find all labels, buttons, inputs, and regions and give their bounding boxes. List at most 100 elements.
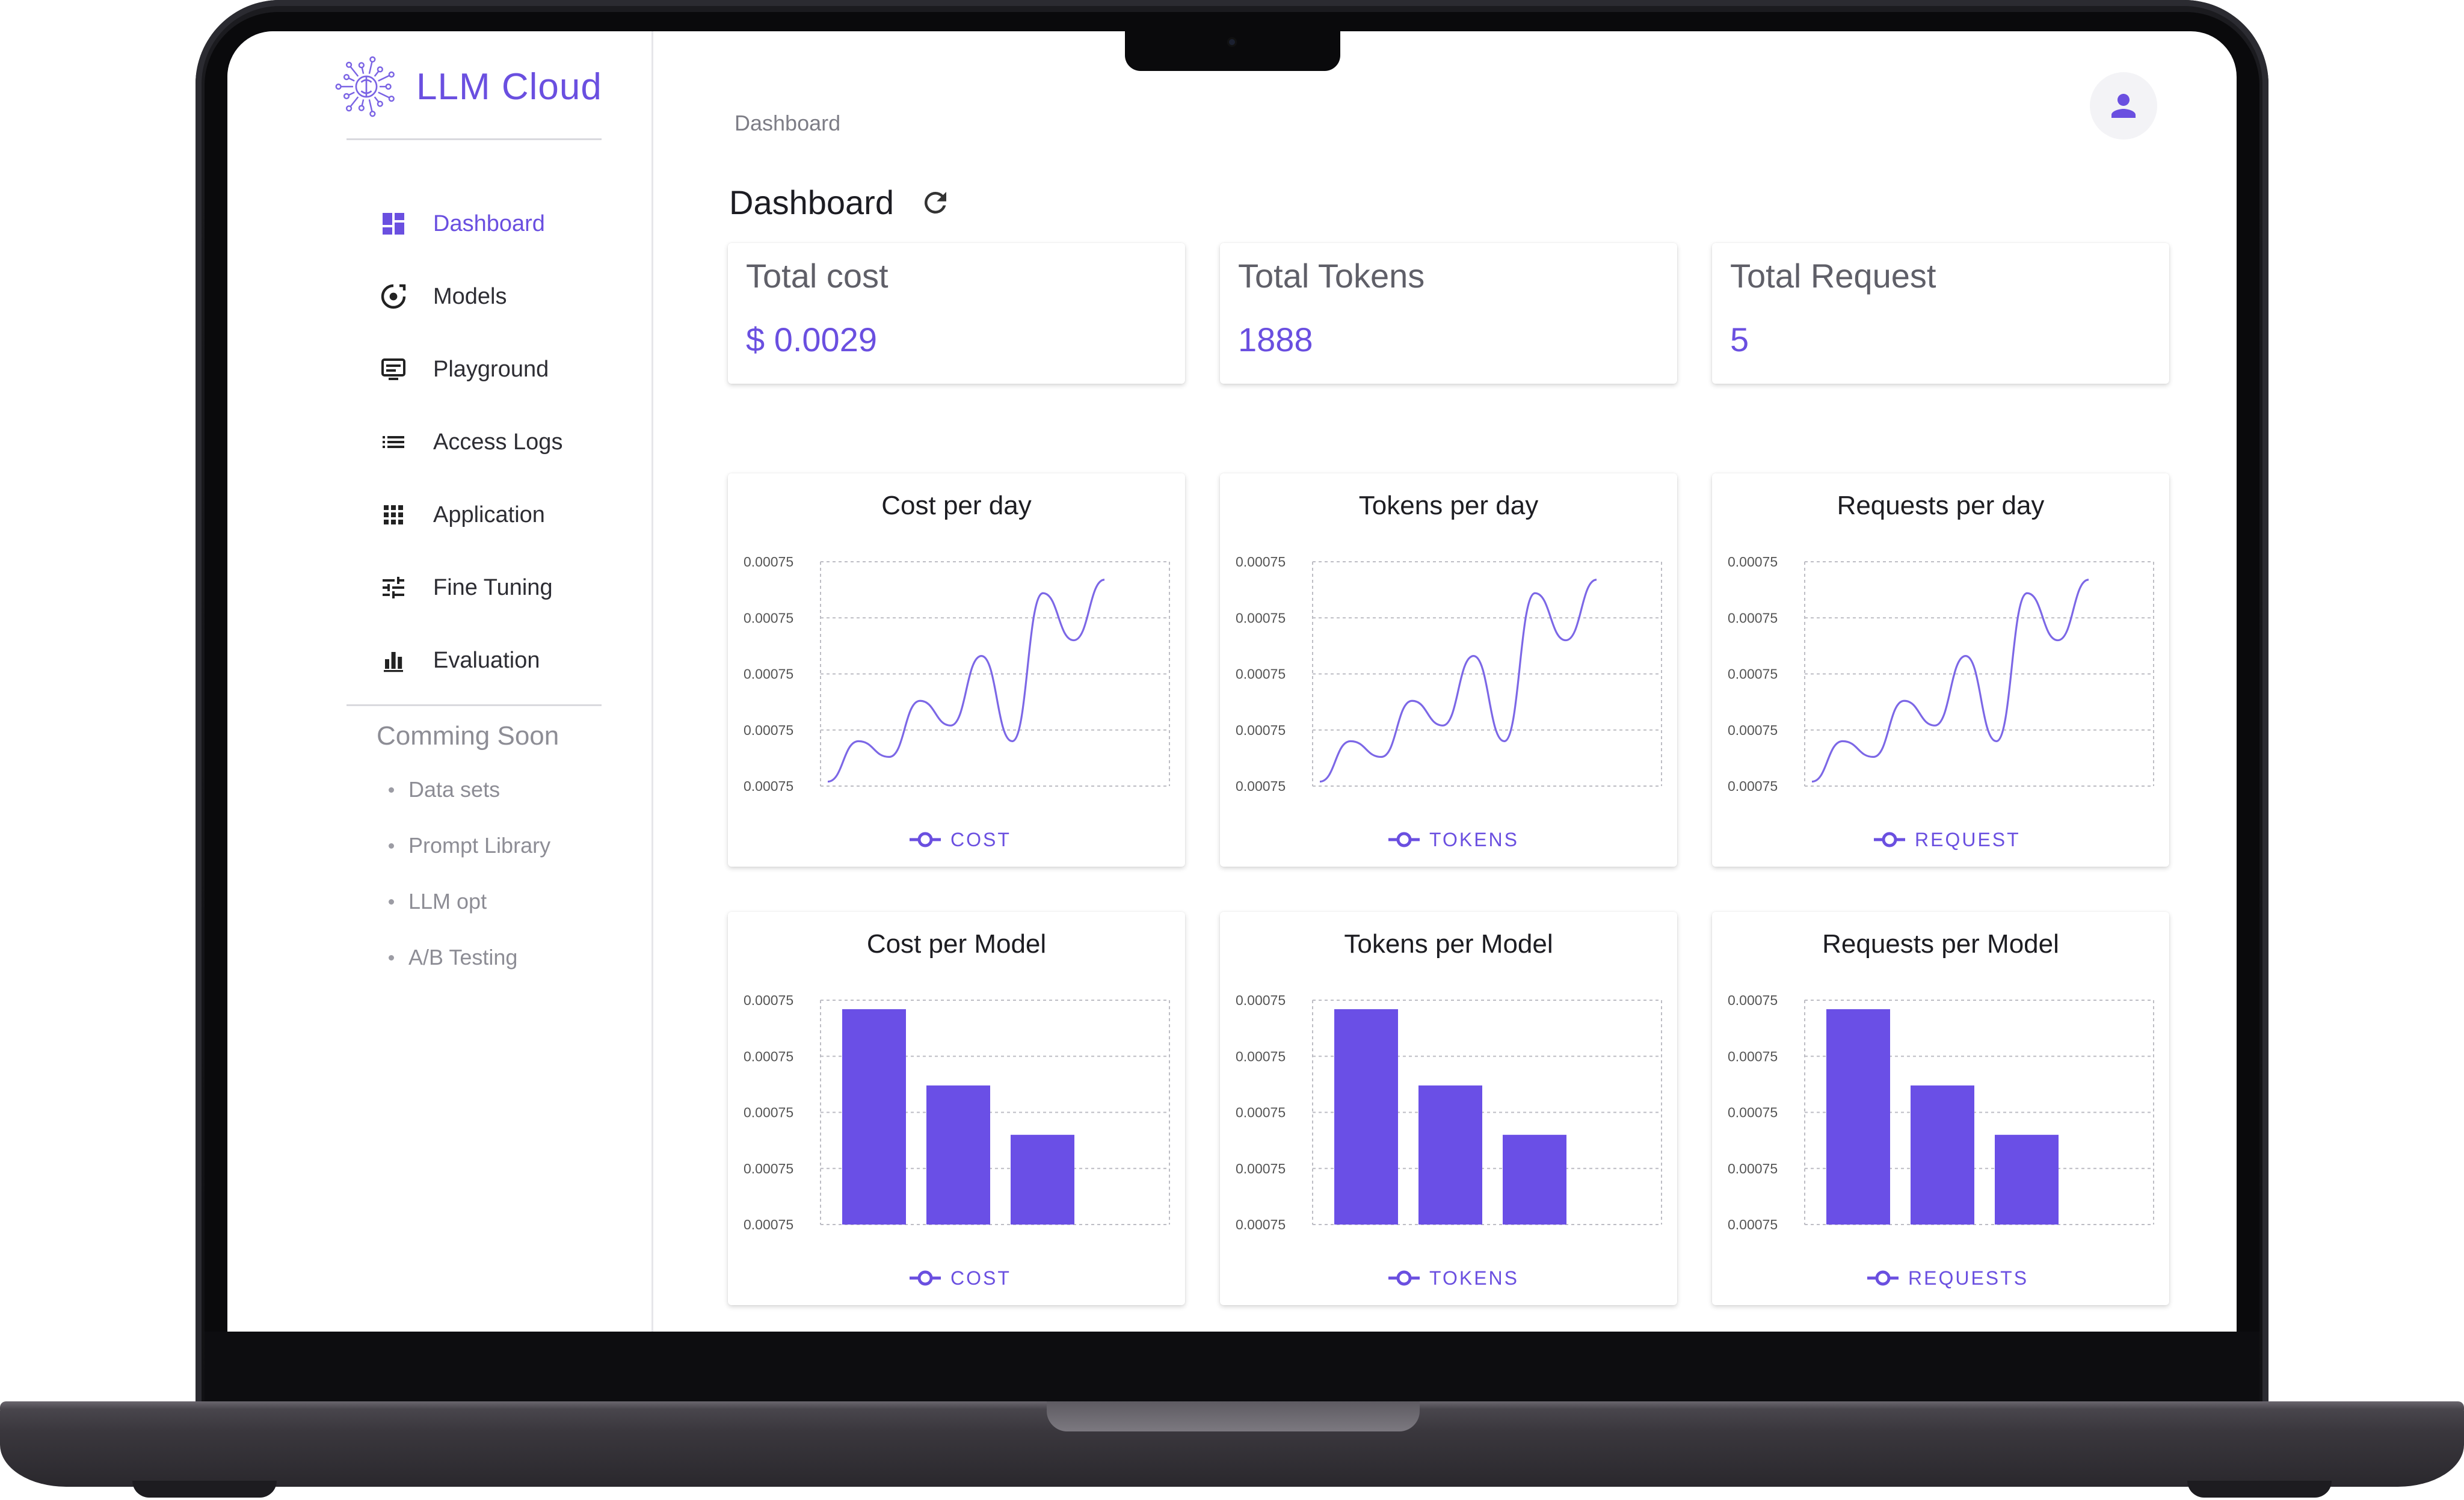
chart-card-cost-per-day: Cost per day 0.00075 0.00075 0.00075 0.00075… — [728, 473, 1185, 867]
y-tick-label: 0.00075 — [1728, 1217, 1778, 1232]
y-tick-label: 0.00075 — [1236, 1105, 1286, 1120]
models-icon — [378, 281, 409, 312]
tokens-per-model-chart: Tokens per Model 0.00075 0.00075 0.00075 0.0… — [1236, 929, 1662, 1289]
bullet-icon — [389, 899, 394, 905]
y-tick-label: 0.00075 — [1728, 554, 1778, 570]
coming-soon-heading: Comming Soon — [377, 721, 559, 751]
sidebar-item-access-logs[interactable]: Access Logs — [378, 424, 562, 460]
y-tick-label: 0.00075 — [744, 1105, 793, 1120]
legend-item[interactable]: REQUESTS — [1867, 1267, 2028, 1289]
bar — [1826, 1009, 1890, 1225]
y-tick-label: 0.00075 — [1728, 610, 1778, 626]
breadcrumb[interactable]: Dashboard — [735, 111, 841, 135]
legend-label: TOKENS — [1429, 1267, 1519, 1289]
sidebar-divider-bottom — [346, 704, 602, 706]
y-tick-label: 0.00075 — [744, 666, 793, 682]
legend-marker-icon — [917, 832, 933, 847]
chart-card-cost-per-model: Cost per Model 0.00075 0.00075 0.00075 0.000… — [728, 912, 1185, 1305]
user-icon — [2111, 94, 2136, 118]
chart-title: Requests per Model — [1822, 929, 2059, 959]
legend-item[interactable]: REQUEST — [1874, 829, 2021, 850]
sidebar-item-models[interactable]: Models — [378, 278, 507, 315]
y-tick-label: 0.00075 — [1728, 722, 1778, 738]
legend-label: TOKENS — [1429, 829, 1519, 850]
list-icon — [378, 426, 409, 458]
laptop-foot-right — [2187, 1481, 2332, 1498]
legend-item[interactable]: TOKENS — [1388, 1267, 1519, 1289]
stat-value: 1888 — [1238, 321, 1313, 358]
coming-soon-item: Data sets — [389, 777, 500, 802]
y-tick-label: 0.00075 — [744, 722, 793, 738]
bar — [1418, 1085, 1482, 1225]
y-tick-label: 0.00075 — [1728, 1048, 1778, 1064]
y-tick-label: 0.00075 — [744, 992, 793, 1008]
legend-item[interactable]: COST — [910, 829, 1011, 850]
series-line — [1811, 579, 2089, 783]
coming-soon-item: LLM opt — [389, 889, 487, 914]
legend-item[interactable]: COST — [910, 1267, 1011, 1289]
y-tick-label: 0.00075 — [744, 1217, 793, 1232]
sidebar-item-fine-tuning[interactable]: Fine Tuning — [378, 570, 553, 606]
bar — [1334, 1009, 1398, 1225]
sidebar-item-dashboard[interactable]: Dashboard — [378, 206, 545, 242]
laptop-chin — [205, 1332, 2259, 1401]
sidebar-item-playground[interactable]: Playground — [378, 351, 549, 387]
coming-soon-item: A/B Testing — [389, 945, 517, 970]
chart-card-tokens-per-day: Tokens per day 0.00075 0.00075 0.00075 0.000… — [1220, 473, 1677, 867]
y-tick-label: 0.00075 — [1236, 554, 1286, 570]
camera-icon — [1227, 37, 1237, 47]
y-tick-label: 0.00075 — [744, 554, 793, 570]
requests-per-day-chart: Requests per day 0.00075 0.00075 0.00075 0.0… — [1728, 491, 2154, 850]
stat-label: Total Request — [1730, 257, 1936, 295]
sidebar-item-evaluation[interactable]: Evaluation — [378, 642, 540, 678]
sidebar-item-label: Models — [433, 283, 507, 309]
coming-soon-label: Data sets — [408, 777, 500, 802]
legend-marker-icon — [917, 1270, 933, 1286]
app-name: LLM Cloud — [416, 66, 602, 108]
chart-title: Requests per day — [1837, 491, 2045, 520]
y-tick-label: 0.00075 — [744, 778, 793, 794]
refresh-icon[interactable] — [919, 186, 952, 219]
sidebar-item-label: Application — [433, 502, 545, 527]
tune-icon — [378, 572, 409, 603]
sidebar-item-label: Playground — [433, 356, 549, 382]
logo-icon — [335, 56, 395, 117]
y-tick-label: 0.00075 — [1728, 1105, 1778, 1120]
stat-label: Total Tokens — [1238, 257, 1425, 295]
chart-card-tokens-per-model: Tokens per Model 0.00075 0.00075 0.00075 0.0… — [1220, 912, 1677, 1305]
bar — [1011, 1134, 1074, 1225]
bar — [1503, 1134, 1566, 1225]
bullet-icon — [389, 954, 394, 961]
chart-title: Tokens per Model — [1344, 929, 1553, 959]
y-tick-label: 0.00075 — [1236, 778, 1286, 794]
bullet-icon — [389, 787, 394, 793]
y-tick-label: 0.00075 — [1236, 610, 1286, 626]
legend-marker-icon — [1875, 1270, 1891, 1286]
logo[interactable]: LLM Cloud — [330, 49, 602, 124]
y-tick-label: 0.00075 — [744, 1161, 793, 1176]
coming-soon-label: A/B Testing — [408, 945, 518, 970]
legend-marker-icon — [1396, 832, 1412, 847]
chart-title: Cost per Model — [867, 929, 1046, 959]
series-line — [1319, 579, 1597, 783]
bar — [1911, 1085, 1974, 1225]
bar — [1995, 1134, 2059, 1225]
stat-card-total-cost: Total cost $ 0.0029 — [728, 243, 1185, 384]
playground-icon — [378, 354, 409, 385]
bar — [842, 1009, 906, 1225]
y-tick-label: 0.00075 — [1236, 1217, 1286, 1232]
legend-label: REQUESTS — [1908, 1267, 2028, 1289]
legend-item[interactable]: TOKENS — [1388, 829, 1519, 850]
legend-label: COST — [950, 829, 1011, 850]
y-tick-label: 0.00075 — [1728, 778, 1778, 794]
sidebar-item-application[interactable]: Application — [378, 497, 545, 533]
user-avatar-button[interactable] — [2090, 72, 2157, 140]
legend-marker-icon — [1396, 1270, 1412, 1286]
coming-soon-label: Prompt Library — [408, 833, 551, 858]
y-tick-label: 0.00075 — [1236, 722, 1286, 738]
bar-chart-icon — [378, 645, 409, 676]
sidebar: LLM Cloud Dashboard Models Playground — [227, 31, 653, 1332]
y-tick-label: 0.00075 — [1728, 992, 1778, 1008]
legend-marker-icon — [1882, 832, 1897, 847]
bar — [926, 1085, 990, 1225]
